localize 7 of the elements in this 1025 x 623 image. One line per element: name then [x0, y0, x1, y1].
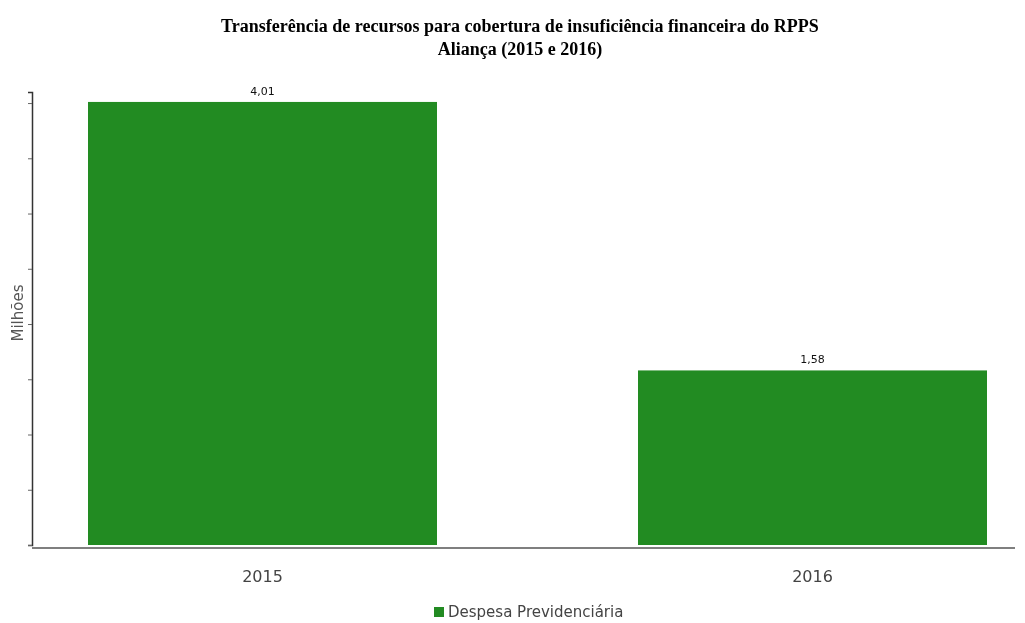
x-tick-label: 2016	[792, 567, 833, 586]
chart-title: Transferência de recursos para cobertura de insuficiência financeira do RPPS Aliança (2015 e 2016)	[221, 16, 819, 60]
data-label: 4,01	[250, 84, 275, 98]
legend-label: Despesa Previdenciária	[448, 603, 624, 621]
x-tick-label: 2015	[242, 567, 283, 586]
data-label: 1,58	[800, 353, 825, 367]
y-axis-title: Milhões	[9, 284, 27, 342]
